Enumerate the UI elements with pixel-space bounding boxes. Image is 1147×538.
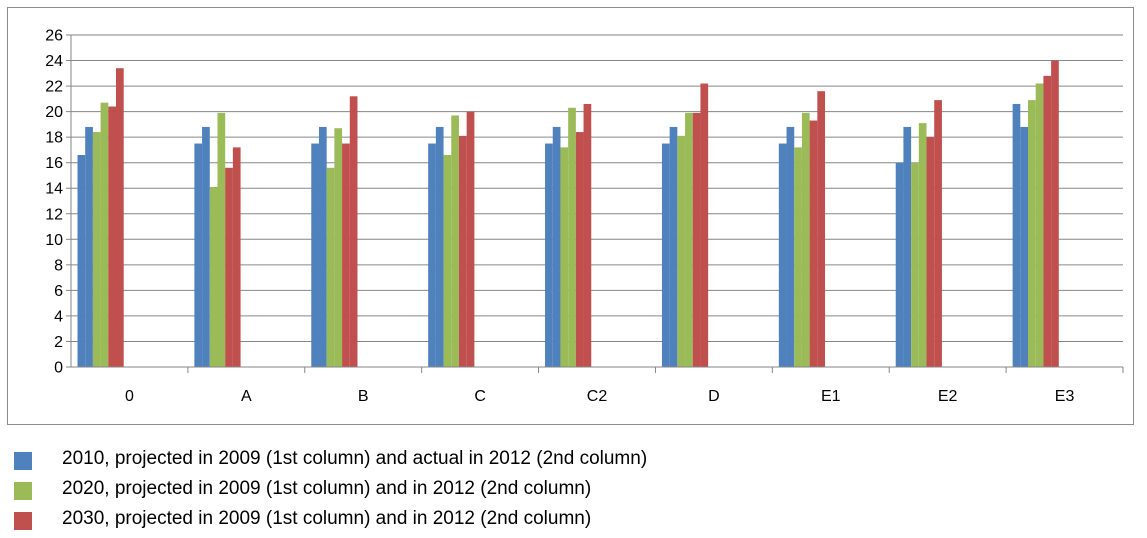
bar-e2-s1-c0: [911, 162, 919, 367]
legend-swatch-2010: [14, 452, 32, 470]
bar-e3-s2-c1: [1051, 60, 1059, 368]
x-tick-label: E3: [1055, 388, 1075, 405]
legend-label-2020: 2020, projected in 2009 (1st column) and…: [62, 478, 592, 499]
bars: [77, 60, 1059, 368]
bar-b-s1-c0: [326, 167, 335, 367]
bar-e2-s0-c1: [903, 126, 912, 367]
bar-c-s1-c0: [443, 155, 452, 367]
y-tick-label: 2: [54, 334, 63, 351]
bar-e1-s2-c1: [817, 91, 826, 367]
bar-c2-s1-c1: [568, 107, 576, 368]
bar-e2-s2-c0: [926, 137, 935, 367]
bar-b-s0-c0: [311, 143, 319, 367]
bar-c2-s2-c1: [583, 103, 592, 367]
bar-c-s0-c1: [435, 126, 444, 367]
bar-c2-s2-c0: [575, 132, 584, 367]
y-tick-label: 6: [54, 283, 63, 300]
bar-e3-s0-c1: [1020, 126, 1029, 367]
bar-a-s1-c0: [209, 186, 218, 367]
bar-d-s0-c1: [669, 126, 678, 367]
bar-e3-s2-c0: [1043, 75, 1052, 367]
x-tick-label: C2: [587, 388, 608, 405]
bar-d-s2-c1: [700, 83, 709, 368]
bar-0-s0-c1: [85, 126, 93, 367]
bar-d-s2-c0: [692, 112, 701, 368]
bar-e3-s0-c0: [1012, 103, 1021, 367]
x-tick-label: E2: [938, 388, 958, 405]
bar-c2-s0-c0: [545, 143, 553, 367]
bar-e1-s2-c0: [809, 120, 818, 367]
bar-e3-s1-c1: [1035, 83, 1044, 368]
bar-c2-s0-c1: [552, 126, 561, 367]
x-tick-label: E1: [821, 388, 841, 405]
legend-swatch-2020: [14, 482, 32, 500]
y-tick-label: 4: [54, 308, 63, 325]
gridlines: [71, 34, 1123, 342]
x-axis-tick-labels: 0 A B C C2 D E1 E2 E3: [125, 388, 1074, 405]
bar-e1-s1-c1: [801, 112, 810, 368]
y-tick-label: 8: [54, 257, 63, 274]
bar-c-s0-c0: [428, 143, 436, 367]
x-tick-label: D: [708, 388, 720, 405]
x-tick-label: C: [474, 388, 486, 405]
bar-b-s1-c1: [334, 128, 343, 367]
y-tick-label: 24: [45, 53, 63, 70]
bar-0-s2-c0: [108, 106, 116, 367]
x-tick-label: A: [241, 388, 252, 405]
bar-a-s2-c1: [232, 147, 241, 367]
bar-e2-s2-c1: [934, 100, 942, 367]
legend-swatch-2030: [14, 512, 32, 530]
x-tick-label: 0: [125, 388, 134, 405]
bar-e2-s1-c1: [918, 123, 927, 367]
bar-b-s0-c1: [318, 126, 327, 367]
y-tick-label: 18: [45, 130, 63, 147]
bar-a-s1-c1: [217, 112, 226, 368]
bar-b-s2-c1: [349, 96, 358, 368]
y-tick-label: 14: [45, 181, 63, 198]
bar-c2-s1-c0: [560, 147, 569, 367]
bar-e1-s1-c0: [794, 147, 802, 367]
bar-c-s2-c0: [458, 135, 467, 367]
y-tick-label: 12: [45, 206, 63, 223]
bar-d-s1-c0: [677, 135, 686, 367]
bar-0-s1-c0: [92, 132, 101, 367]
x-tick-label: B: [358, 388, 369, 405]
legend-label-2030: 2030, projected in 2009 (1st column) and…: [62, 508, 592, 529]
bar-e1-s0-c0: [778, 143, 787, 367]
bar-0-s0-c0: [77, 155, 86, 367]
y-tick-label: 10: [45, 232, 63, 249]
bar-0-s1-c1: [100, 102, 109, 367]
axes: [66, 34, 1124, 373]
bar-a-s2-c0: [225, 167, 233, 367]
bar-d-s0-c0: [661, 143, 670, 367]
bar-d-s1-c1: [685, 112, 693, 368]
bar-e2-s0-c0: [895, 162, 904, 367]
bar-c-s2-c1: [466, 111, 475, 367]
bar-a-s0-c1: [202, 126, 210, 367]
y-tick-label: 20: [45, 104, 63, 121]
bar-a-s0-c0: [194, 143, 203, 367]
y-tick-label: 26: [45, 28, 63, 45]
y-tick-label: 16: [45, 155, 63, 172]
bar-b-s2-c0: [342, 143, 350, 367]
bar-e1-s0-c1: [786, 126, 795, 367]
bar-c-s1-c1: [451, 115, 459, 367]
legend-label-2010: 2010, projected in 2009 (1st column) and…: [62, 448, 648, 469]
y-tick-label: 22: [45, 79, 63, 96]
bar-0-s2-c1: [116, 68, 124, 367]
bar-e3-s1-c0: [1028, 100, 1036, 367]
y-tick-label: 0: [54, 360, 63, 377]
chart-frame: [7, 7, 1134, 425]
